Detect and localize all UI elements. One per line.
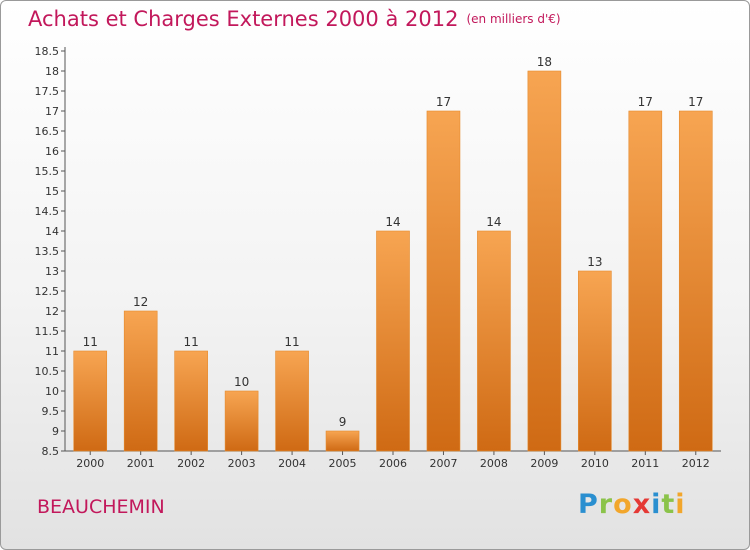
y-tick-label: 15 xyxy=(45,185,59,198)
x-tick-label: 2005 xyxy=(329,457,357,470)
bar-2004 xyxy=(275,350,309,452)
y-tick-label: 14 xyxy=(45,225,59,238)
chart-title: Achats et Charges Externes 2000 à 2012 xyxy=(28,7,459,31)
bar-2009 xyxy=(527,70,562,452)
bar-value-label: 18 xyxy=(537,55,552,69)
bar-value-label: 17 xyxy=(688,95,703,109)
bar-2010 xyxy=(578,270,612,452)
x-tick-label: 2001 xyxy=(127,457,155,470)
bar-value-label: 11 xyxy=(83,335,98,349)
x-tick-label: 2012 xyxy=(682,457,710,470)
x-tick-label: 2002 xyxy=(177,457,205,470)
bar-value-label: 9 xyxy=(339,415,347,429)
x-tick-label: 2009 xyxy=(530,457,558,470)
chart-unit: (en milliers d'€) xyxy=(466,12,561,26)
chart-axes: 8.5 9 9.5 10 10.5 11 11.5 12 12.5 13 13.5 14 14.5 15 1… xyxy=(35,45,721,470)
y-tick-label: 10 xyxy=(45,385,59,398)
bar-2012 xyxy=(678,110,713,452)
y-tick-label: 12.5 xyxy=(35,285,60,298)
y-tick-label: 10.5 xyxy=(35,365,60,378)
chart-title-block: Achats et Charges Externes 2000 à 2012 (e… xyxy=(28,7,561,31)
bar-value-label: 11 xyxy=(284,335,299,349)
chart-bars: 11 12 11 10 11 9 14 17 14 18 13 17 17 xyxy=(73,55,713,452)
x-tick-label: 2008 xyxy=(480,457,508,470)
bar-2003 xyxy=(224,390,259,452)
bar-2005 xyxy=(325,430,360,452)
y-tick-label: 11 xyxy=(45,345,59,358)
y-tick-label: 16.5 xyxy=(35,125,60,138)
bar-value-label: 12 xyxy=(133,295,148,309)
bar-value-label: 10 xyxy=(234,375,249,389)
y-tick-label: 9.5 xyxy=(42,405,60,418)
y-tick-label: 17.5 xyxy=(35,85,60,98)
bar-value-label: 11 xyxy=(184,335,199,349)
bar-value-label: 14 xyxy=(385,215,400,229)
x-tick-label: 2010 xyxy=(581,457,609,470)
commune-name: BEAUCHEMIN xyxy=(37,496,165,518)
y-tick-label: 11.5 xyxy=(35,325,60,338)
x-tick-label: 2006 xyxy=(379,457,407,470)
y-tick-label: 9 xyxy=(52,425,59,438)
bar-2000 xyxy=(73,350,108,452)
x-tick-label: 2011 xyxy=(631,457,659,470)
x-tick-label: 2003 xyxy=(228,457,256,470)
proxiti-logo[interactable]: Proxiti xyxy=(578,489,686,520)
bar-2001 xyxy=(123,310,158,452)
y-tick-label: 17 xyxy=(45,105,59,118)
bar-2006 xyxy=(376,230,410,452)
y-tick-label: 12 xyxy=(45,305,59,318)
y-tick-label: 18 xyxy=(45,65,59,78)
bar-value-label: 17 xyxy=(436,95,451,109)
y-tick-label: 14.5 xyxy=(35,205,60,218)
y-tick-label: 15.5 xyxy=(35,165,60,178)
bar-value-label: 17 xyxy=(638,95,653,109)
y-tick-label: 18.5 xyxy=(35,45,60,58)
x-tick-label: 2000 xyxy=(76,457,104,470)
bar-2008 xyxy=(477,230,511,452)
bar-2002 xyxy=(174,350,208,452)
bar-2007 xyxy=(426,110,461,452)
y-tick-label: 13 xyxy=(45,265,59,278)
x-tick-label: 2007 xyxy=(429,457,457,470)
bar-value-label: 13 xyxy=(587,255,602,269)
y-tick-label: 8.5 xyxy=(42,445,60,458)
y-tick-label: 13.5 xyxy=(35,245,60,258)
x-tick-label: 2004 xyxy=(278,457,306,470)
bar-2011 xyxy=(628,110,663,452)
y-tick-label: 16 xyxy=(45,145,59,158)
bar-value-label: 14 xyxy=(486,215,501,229)
